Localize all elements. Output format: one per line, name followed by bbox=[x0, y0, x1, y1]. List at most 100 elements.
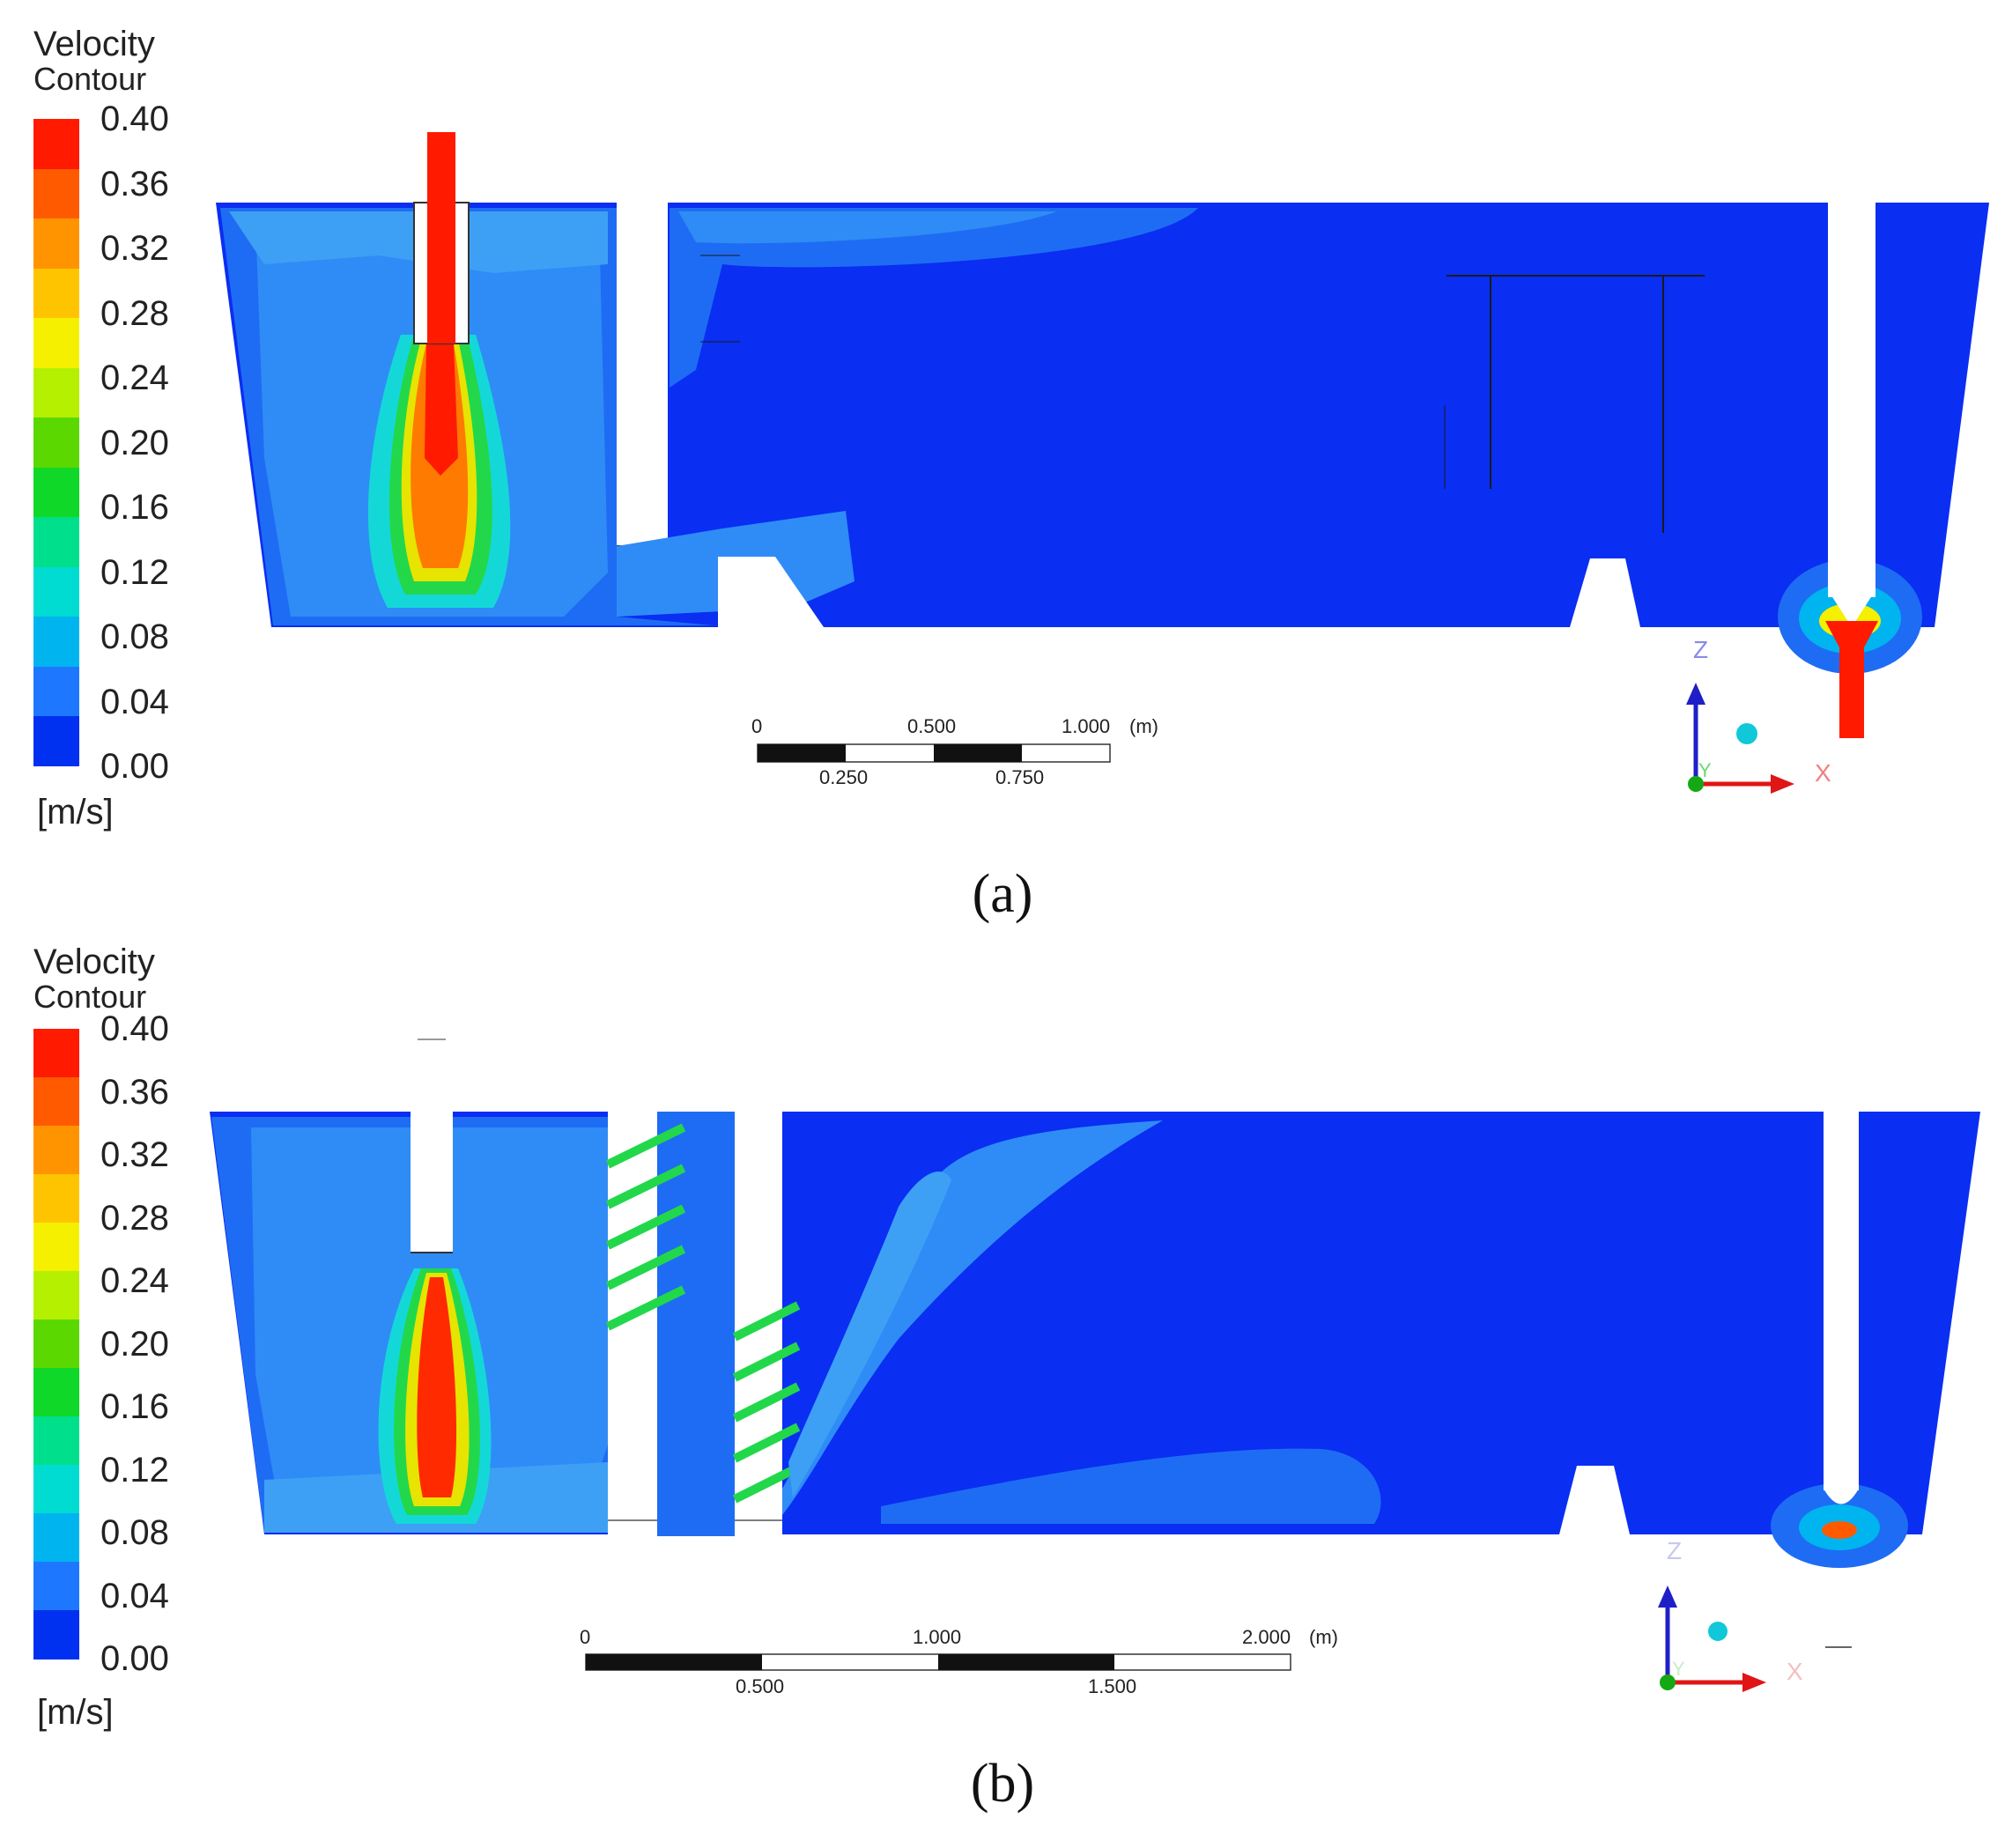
scale-bar bbox=[757, 743, 1111, 763]
legend-unit: [m/s] bbox=[37, 793, 114, 832]
scale-unit: (m) bbox=[1309, 1626, 1338, 1648]
legend-tick-label: 0.20 bbox=[100, 1324, 169, 1364]
scale-label-top-1: 0.500 bbox=[907, 715, 957, 737]
scale-label-top-2: 2.000 bbox=[1242, 1626, 1291, 1648]
legend-color-segment bbox=[33, 1126, 79, 1175]
scale-unit: (m) bbox=[1129, 715, 1158, 737]
legend-color-segment bbox=[33, 1562, 79, 1611]
legend-tick-label: 0.00 bbox=[100, 1639, 169, 1678]
legend-tick-label: 0.16 bbox=[100, 1387, 169, 1426]
surface-flow-band bbox=[670, 208, 1198, 388]
axis-x-label: X bbox=[1787, 1658, 1803, 1685]
baffle-gap-region bbox=[657, 1112, 735, 1536]
legend-tick-label: 0.04 bbox=[100, 1576, 169, 1615]
scale-label-bottom-0: 0.250 bbox=[819, 766, 869, 788]
legend-color-segment bbox=[33, 1174, 79, 1223]
scale-label-bottom-0: 0.500 bbox=[736, 1675, 785, 1697]
outlet-glow-inner bbox=[1822, 1521, 1857, 1539]
legend-tick-label: 0.32 bbox=[100, 229, 169, 268]
caption-b: (b) bbox=[970, 1754, 1035, 1814]
outlet-pipe-tip bbox=[1828, 590, 1876, 627]
legend-tick-label: 0.08 bbox=[100, 617, 169, 656]
legend-color-segment bbox=[33, 716, 79, 767]
scale-label-top-2: 1.000 bbox=[1062, 715, 1111, 737]
legend-tick-label: 0.36 bbox=[100, 1072, 169, 1112]
legend-color-segment bbox=[33, 1319, 79, 1369]
panel-a: Velocity Contour 0.40 0.36 0.32 0.28 0.24 0.2… bbox=[33, 26, 1989, 924]
legend-tick-label: 0.40 bbox=[100, 100, 169, 138]
color-legend-bar bbox=[33, 1029, 79, 1660]
legend-title-line1: Velocity bbox=[33, 25, 155, 63]
legend-color-segment bbox=[33, 318, 79, 369]
bottom-bump bbox=[1570, 558, 1640, 627]
baffle-2-inclined-ports bbox=[732, 1301, 801, 1504]
legend-tick-label: 0.12 bbox=[100, 552, 169, 592]
legend-color-segment bbox=[33, 1465, 79, 1514]
legend-color-segment bbox=[33, 1077, 79, 1127]
legend-color-segment bbox=[33, 666, 79, 717]
legend-title-line2: Contour bbox=[33, 61, 147, 97]
legend-tick-label: 0.28 bbox=[100, 1198, 169, 1238]
legend-color-segment bbox=[33, 467, 79, 518]
legend-title-line2: Contour bbox=[33, 979, 147, 1015]
legend-color-segment bbox=[33, 367, 79, 418]
surface-flow-core bbox=[678, 211, 1057, 244]
inlet-pipe bbox=[411, 1112, 453, 1253]
legend-color-segment bbox=[33, 1416, 79, 1466]
legend-color-segment bbox=[33, 566, 79, 617]
legend-color-segment bbox=[33, 1513, 79, 1563]
legend-tick-label: 0.32 bbox=[100, 1135, 169, 1174]
inlet-pipe-jet bbox=[427, 132, 455, 344]
caption-a: (a) bbox=[972, 864, 1033, 924]
legend-title: Velocity Contour bbox=[33, 26, 155, 95]
outlet-pipe bbox=[1828, 201, 1876, 597]
baffle-1-inclined-ports bbox=[605, 1123, 686, 1331]
downstream-plume-core bbox=[788, 1172, 951, 1497]
bottom-recirculation-zone bbox=[881, 1448, 1381, 1524]
baffle-wall bbox=[617, 201, 668, 546]
axis-triad bbox=[1686, 683, 1794, 794]
outlet-jet bbox=[1825, 621, 1878, 738]
legend-tick-label: 0.24 bbox=[100, 1261, 169, 1300]
legend-color-segment bbox=[33, 418, 79, 469]
panel-b: Velocity Contour 0.40 0.36 0.32 0.28 0.24 0.2… bbox=[0, 916, 2005, 1848]
legend-tick-label: 0.24 bbox=[100, 359, 169, 397]
scale-label-top-0: 0 bbox=[580, 1626, 591, 1648]
axis-triad bbox=[1658, 1586, 1766, 1692]
velocity-contour-plot bbox=[216, 132, 1989, 794]
scale-bar bbox=[585, 1653, 1291, 1671]
legend-tick-label: 0.04 bbox=[100, 682, 169, 721]
legend-tick-label: 0.16 bbox=[100, 488, 169, 527]
legend-color-segment bbox=[33, 1029, 79, 1078]
jet-plume-core bbox=[425, 344, 458, 476]
legend-tick-label: 0.36 bbox=[100, 164, 169, 203]
color-legend-bar bbox=[33, 119, 79, 767]
legend-color-segment bbox=[33, 168, 79, 219]
axis-y-label: Y bbox=[1698, 759, 1712, 781]
legend-title: Velocity Contour bbox=[33, 944, 155, 1013]
outlet-pipe bbox=[1824, 1112, 1859, 1490]
legend-color-segment bbox=[33, 1368, 79, 1417]
legend-tick-label: 0.12 bbox=[100, 1450, 169, 1489]
axis-y-label: Y bbox=[1672, 1658, 1685, 1680]
legend-title-line1: Velocity bbox=[33, 942, 155, 981]
legend-color-segment bbox=[33, 617, 79, 668]
legend-tick-label: 0.00 bbox=[100, 747, 169, 786]
scale-label-bottom-1: 1.500 bbox=[1088, 1675, 1137, 1697]
legend-tick-label: 0.40 bbox=[100, 1009, 169, 1048]
downstream-plume bbox=[782, 1120, 1163, 1515]
legend-color-segment bbox=[33, 1223, 79, 1272]
legend-color-segment bbox=[33, 517, 79, 568]
legend-color-segment bbox=[33, 1610, 79, 1660]
legend-color-segment bbox=[33, 119, 79, 170]
scale-label-bottom-1: 0.750 bbox=[995, 766, 1045, 788]
scale-label-top-1: 1.000 bbox=[913, 1626, 962, 1648]
bottom-bump bbox=[1559, 1466, 1630, 1534]
legend-tick-label: 0.20 bbox=[100, 423, 169, 462]
axis-z-label: Z bbox=[1667, 1537, 1683, 1564]
legend-color-segment bbox=[33, 1271, 79, 1320]
legend-color-segment bbox=[33, 218, 79, 270]
legend-tick-label: 0.28 bbox=[100, 293, 169, 333]
jet-plume-core bbox=[417, 1277, 457, 1497]
legend-color-segment bbox=[33, 268, 79, 319]
